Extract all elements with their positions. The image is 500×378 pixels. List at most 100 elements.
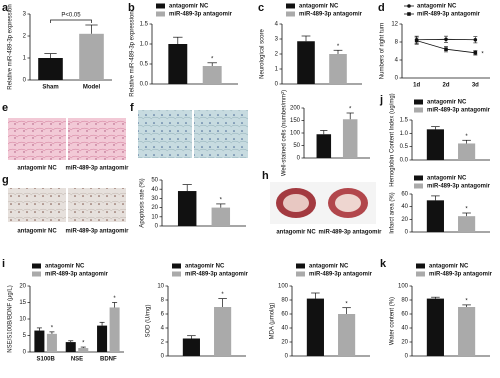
y-tick-label: 30 (151, 196, 158, 202)
x-tick-label: NSE (71, 357, 83, 363)
y-tick-label: 40 (281, 326, 288, 332)
legend-swatch (296, 263, 305, 269)
panel-label: b (128, 2, 135, 14)
point (444, 47, 448, 51)
y-tick-label: 150 (290, 118, 301, 124)
y-tick-label: 15 (19, 300, 26, 306)
significance: * (465, 134, 468, 140)
y-tick-label: 5 (23, 333, 27, 339)
y-tick-label: 80 (401, 298, 408, 304)
legend-swatch (156, 11, 165, 17)
y-tick-label: 20 (401, 340, 408, 346)
bar (97, 325, 108, 352)
y-tick-label: 0 (161, 354, 165, 360)
significance: * (220, 197, 223, 203)
bar (34, 330, 45, 352)
y-tick-label: 200 (290, 106, 301, 112)
y-tick-label: 40 (151, 187, 158, 193)
legend-label: antagomir NC (309, 264, 349, 270)
bar (329, 54, 347, 84)
panel-label: j (379, 94, 383, 106)
bar (182, 338, 200, 356)
panel-label: f (130, 102, 134, 114)
bar (426, 298, 444, 356)
panel-label: e (2, 102, 8, 114)
legend-swatch (32, 263, 41, 269)
x-tick-label: Sham (42, 85, 58, 91)
legend-swatch (32, 271, 41, 277)
y-tick-label: 20 (151, 205, 158, 211)
annotation: P<0.05 (61, 13, 81, 19)
y-tick-label: 50 (151, 178, 158, 184)
y-axis-label: Apoptosis rate (%) (140, 178, 146, 227)
x-tick-label: 2d (442, 83, 449, 89)
legend-label: miR-489-3p antagomir (45, 272, 109, 278)
y-tick-label: 20 (401, 217, 408, 223)
legend-label: antagomir NC (427, 176, 467, 182)
y-tick-label: 40 (401, 204, 408, 210)
y-tick-label: 2 (23, 34, 27, 40)
brain-slice (335, 194, 361, 212)
legend-swatch (172, 263, 181, 269)
y-axis-label: NSE/S100B/BDNF (μg/L) (8, 285, 14, 352)
significance: * (51, 325, 54, 331)
legend-swatch (296, 271, 305, 277)
y-tick-label: 100 (290, 131, 301, 137)
micrograph (68, 118, 126, 160)
y-tick-label: 3 (275, 37, 279, 43)
bar (306, 298, 324, 356)
y-tick-label: 40 (401, 326, 408, 332)
point (473, 51, 478, 55)
legend-swatch (414, 175, 423, 181)
bar (211, 207, 231, 226)
panel-label: c (258, 2, 264, 14)
y-tick-label: 0 (405, 354, 409, 360)
y-tick-label: 10 (19, 317, 26, 323)
y-tick-label: 80 (281, 298, 288, 304)
legend-swatch (414, 107, 423, 113)
legend-label: miR-489-3p antagomir (309, 272, 373, 278)
point (473, 37, 478, 42)
micrograph (68, 188, 126, 222)
legend-swatch (414, 99, 423, 105)
x-tick-label: 3d (472, 83, 479, 89)
significance: * (349, 107, 352, 113)
legend-label: miR-489-3p antagomir (299, 12, 363, 18)
significance: * (345, 301, 348, 307)
bar (78, 348, 89, 352)
y-tick-label: 20 (281, 340, 288, 346)
bar (65, 342, 76, 352)
legend-label: miR-489-3p antagomir (169, 12, 233, 18)
significance: * (465, 207, 468, 213)
y-axis-label: Hemoglobin Content Index (ug/mg) (390, 93, 396, 186)
legend-swatch (416, 263, 425, 269)
bar (426, 129, 444, 160)
bar (38, 58, 63, 80)
legend-swatch (172, 271, 181, 277)
y-tick-label: 0.5 (140, 62, 149, 68)
y-tick-label: 6 (161, 312, 165, 318)
legend-label: antagomir NC (427, 100, 467, 106)
y-tick-label: 0 (275, 82, 279, 88)
legend-marker (407, 12, 411, 16)
y-axis-label: Neurological score (260, 28, 266, 78)
micrograph (8, 188, 66, 222)
legend-label: antagomir NC (185, 264, 225, 270)
bar (458, 307, 476, 356)
x-tick-label: 1d (413, 83, 420, 89)
y-tick-label: 10 (151, 214, 158, 220)
y-tick-label: 60 (281, 312, 288, 318)
panel-label: a (2, 2, 9, 14)
y-tick-label: 0 (155, 224, 159, 230)
y-tick-label: 0 (297, 156, 301, 162)
panel-label: d (378, 2, 385, 14)
y-tick-label: 1.5 (400, 118, 409, 124)
significance: * (481, 51, 484, 57)
micrograph (138, 110, 192, 158)
y-axis-label: Numbers of right turn (380, 23, 386, 79)
legend-label: miR-489-3p antagomir (417, 12, 481, 18)
caption: antagomir NC (17, 229, 57, 235)
panel-label: i (2, 258, 5, 270)
y-tick-label: 50 (293, 143, 300, 149)
